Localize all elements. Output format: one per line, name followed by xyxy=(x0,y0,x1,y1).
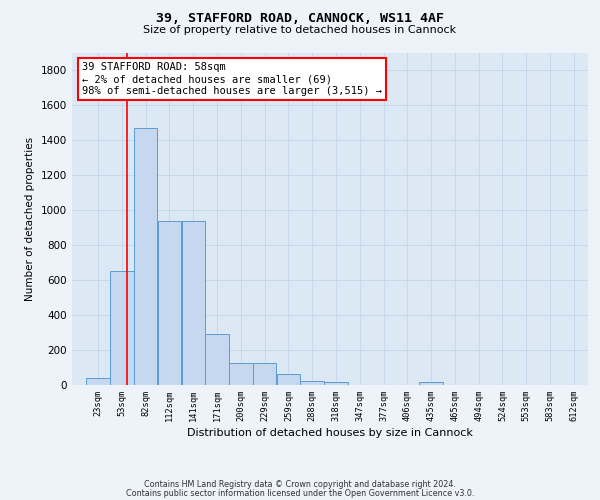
X-axis label: Distribution of detached houses by size in Cannock: Distribution of detached houses by size … xyxy=(187,428,473,438)
Text: Contains HM Land Registry data © Crown copyright and database right 2024.: Contains HM Land Registry data © Crown c… xyxy=(144,480,456,489)
Bar xyxy=(134,128,157,385)
Bar xyxy=(205,334,229,385)
Text: Contains public sector information licensed under the Open Government Licence v3: Contains public sector information licen… xyxy=(126,488,474,498)
Text: Size of property relative to detached houses in Cannock: Size of property relative to detached ho… xyxy=(143,25,457,35)
Bar xyxy=(86,378,110,385)
Bar xyxy=(229,363,253,385)
Bar xyxy=(301,380,324,385)
Bar xyxy=(110,271,134,385)
Bar xyxy=(324,382,348,385)
Y-axis label: Number of detached properties: Number of detached properties xyxy=(25,136,35,301)
Bar xyxy=(277,374,300,385)
Text: 39, STAFFORD ROAD, CANNOCK, WS11 4AF: 39, STAFFORD ROAD, CANNOCK, WS11 4AF xyxy=(156,12,444,26)
Text: 39 STAFFORD ROAD: 58sqm
← 2% of detached houses are smaller (69)
98% of semi-det: 39 STAFFORD ROAD: 58sqm ← 2% of detached… xyxy=(82,62,382,96)
Bar xyxy=(182,220,205,385)
Bar xyxy=(253,363,277,385)
Bar xyxy=(158,220,181,385)
Bar xyxy=(419,382,443,385)
